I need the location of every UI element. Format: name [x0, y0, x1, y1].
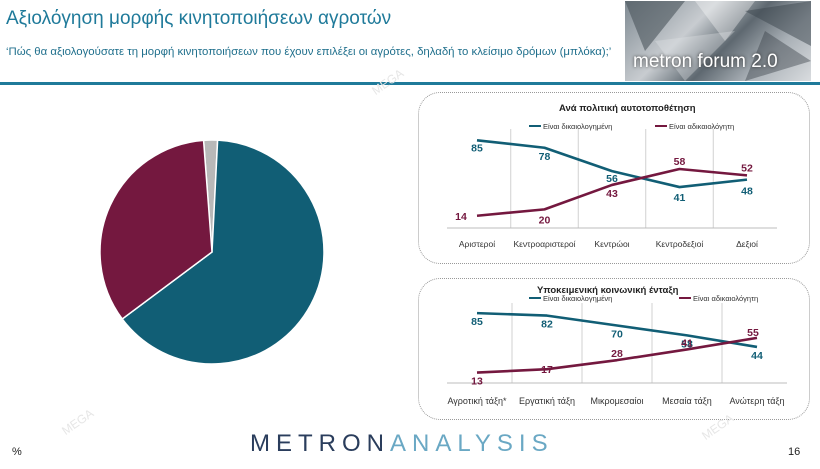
- data-label: 20: [539, 214, 551, 226]
- data-label: 14: [455, 211, 467, 223]
- category-label: Εργατική τάξη: [519, 396, 575, 406]
- data-label: 52: [741, 162, 753, 174]
- page-subtitle: ‘Πώς θα αξιολογούσατε τη μορφή κινητοποι…: [6, 46, 612, 58]
- panel-political: Ανά πολιτική αυτοτοποθέτηση Είναι δικαιο…: [418, 92, 810, 264]
- category-label: Κεντροδεξιοί: [656, 239, 704, 249]
- pie-slice: [99, 140, 213, 321]
- data-label: 85: [471, 316, 483, 328]
- header-divider: [0, 82, 820, 85]
- percent-sign: %: [12, 446, 22, 458]
- legend-label: Είναι δικαιολογημένη: [543, 294, 612, 303]
- data-label: 85: [471, 142, 483, 154]
- logo-accent: ANALYSIS: [390, 430, 554, 457]
- data-label: 13: [471, 376, 483, 388]
- series-line: [476, 139, 748, 189]
- data-label: 28: [611, 348, 623, 360]
- data-label: 82: [541, 319, 553, 331]
- data-label: 58: [674, 156, 686, 168]
- category-label: Δεξιοί: [736, 239, 758, 249]
- pie-slice: [121, 140, 325, 365]
- logo-main: METRON: [250, 430, 390, 457]
- data-label: 48: [741, 186, 753, 198]
- legend-label: Είναι αδικαιολόγητη: [693, 294, 758, 303]
- category-label: Αριστεροί: [459, 239, 495, 249]
- data-label: 17: [541, 364, 553, 376]
- data-label: 58: [681, 338, 693, 350]
- panel-social-title: Υποκειμενική κοινωνική ένταξη: [537, 285, 679, 296]
- category-label: Κεντροαριστεροί: [513, 239, 575, 249]
- category-label: Ανώτερη τάξη: [729, 396, 784, 406]
- panel-political-title: Ανά πολιτική αυτοτοποθέτηση: [559, 103, 696, 114]
- forum-banner-graphic: [625, 1, 811, 81]
- series-line: [476, 167, 748, 218]
- forum-banner: metron forum 2.0: [625, 1, 811, 81]
- line-chart-social: Είναι δικαιολογημένη Είναι αδικαιολόγητη 8…: [447, 294, 787, 406]
- legend-label: Είναι δικαιολογημένη: [543, 122, 612, 131]
- pie-chart: [99, 140, 325, 365]
- data-label: 43: [606, 188, 618, 200]
- page-title: Αξιολόγηση μορφής κινητοποιήσεων αγροτών: [6, 8, 392, 29]
- category-label: Αγροτική τάξη*: [447, 396, 507, 406]
- series-line: [476, 336, 758, 374]
- data-label: 70: [611, 329, 623, 341]
- legend-label: Είναι αδικαιολόγητη: [669, 122, 734, 131]
- data-label: 44: [751, 350, 763, 362]
- watermark: MEGA: [59, 406, 97, 438]
- data-label: 56: [606, 173, 618, 185]
- category-label: Μεσαία τάξη: [662, 396, 712, 406]
- forum-label: metron forum 2.0: [633, 51, 778, 72]
- metron-analysis-logo: METRONANALYSIS: [250, 430, 554, 458]
- panel-social: Υποκειμενική κοινωνική ένταξη Είναι δικα…: [418, 278, 810, 420]
- header-bar: Αξιολόγηση μορφής κινητοποιήσεων αγροτών…: [0, 0, 820, 90]
- category-label: Κεντρώοι: [594, 239, 629, 249]
- category-label: Μικρομεσαίοι: [590, 396, 643, 406]
- page-number: 16: [788, 446, 801, 458]
- series-line: [476, 311, 758, 349]
- data-label: 41: [674, 192, 686, 204]
- line-chart-political: Είναι δικαιολογημένη Είναι αδικαιολόγητη 8…: [447, 122, 777, 249]
- data-label: 78: [539, 151, 551, 163]
- data-label: 55: [747, 327, 759, 339]
- data-label: 41: [681, 337, 693, 349]
